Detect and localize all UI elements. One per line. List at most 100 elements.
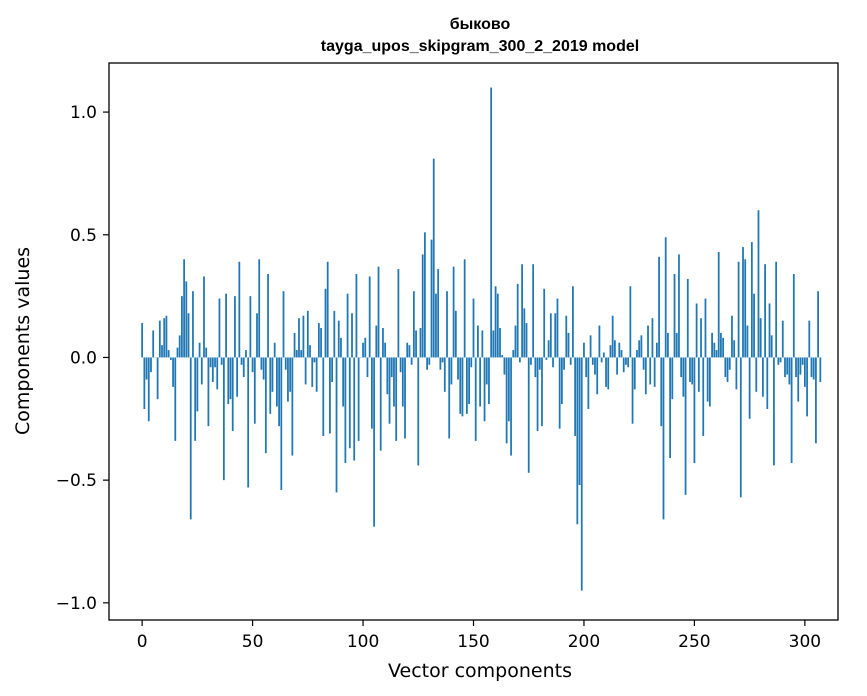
bar-62	[278, 357, 280, 427]
bar-225	[638, 340, 641, 358]
bar-205	[594, 357, 596, 375]
bar-169	[514, 325, 517, 358]
bar-68	[291, 357, 294, 456]
bar-212	[609, 345, 612, 358]
bar-50	[251, 357, 254, 373]
bar-220	[627, 357, 630, 368]
bar-198	[578, 357, 581, 486]
bar-66	[287, 357, 289, 402]
bar-64	[282, 291, 285, 358]
bar-88	[335, 357, 338, 493]
bar-9	[161, 345, 163, 358]
bar-91	[342, 357, 345, 407]
bars-group	[141, 87, 822, 591]
bar-207	[598, 325, 601, 358]
bar-182	[543, 288, 546, 358]
bar-232	[653, 357, 656, 387]
bar-261	[717, 251, 720, 358]
bar-203	[589, 335, 592, 358]
bar-21	[187, 313, 190, 358]
x-tick-label: 0	[137, 632, 148, 652]
bar-130	[428, 357, 431, 365]
y-axis-label: Components values	[12, 247, 34, 435]
bar-22	[189, 357, 192, 520]
bar-245	[682, 357, 685, 397]
bar-95	[351, 313, 353, 358]
bar-4	[150, 357, 152, 373]
bar-251	[695, 303, 698, 358]
bar-226	[640, 335, 643, 358]
bar-186	[552, 357, 554, 368]
bar-143	[457, 357, 459, 380]
bar-127	[421, 254, 424, 358]
bar-304	[812, 357, 815, 380]
bar-58	[269, 357, 272, 414]
bar-279	[757, 210, 760, 358]
chart-subtitle: tayga_upos_skipgram_300_2_2019 model	[321, 38, 639, 55]
bar-161	[496, 293, 499, 358]
bar-228	[644, 357, 647, 395]
bar-298	[799, 357, 802, 375]
bar-190	[560, 357, 563, 405]
bar-181	[541, 357, 543, 427]
bar-194	[569, 357, 572, 365]
bar-112	[388, 357, 391, 424]
bar-200	[583, 342, 585, 358]
bar-12	[167, 350, 170, 358]
bar-155	[483, 357, 486, 422]
bar-42	[234, 296, 236, 358]
bar-24	[194, 357, 197, 441]
bar-223	[633, 357, 636, 390]
bar-235	[660, 357, 663, 427]
bar-35	[218, 298, 221, 358]
bar-171	[519, 357, 521, 363]
chart-title: быково	[450, 16, 511, 33]
bar-258	[711, 332, 713, 358]
bar-174	[525, 323, 528, 358]
bar-60	[273, 342, 276, 358]
bar-81	[320, 328, 322, 358]
bar-43	[236, 357, 239, 397]
bar-154	[481, 330, 484, 358]
bar-37	[222, 357, 225, 481]
bar-7	[156, 357, 159, 400]
bar-164	[503, 357, 506, 375]
bar-41	[231, 357, 234, 432]
y-tick-label: 0.5	[70, 226, 97, 246]
bar-89	[337, 320, 340, 358]
bar-172	[521, 264, 523, 358]
bar-100	[362, 342, 364, 358]
bar-280	[759, 318, 762, 358]
bar-307	[819, 357, 822, 382]
bar-178	[534, 357, 537, 378]
bar-231	[651, 318, 654, 358]
bar-27	[200, 357, 203, 385]
bar-204	[591, 357, 594, 365]
bar-8	[158, 320, 161, 358]
bar-250	[693, 357, 696, 463]
bar-272	[742, 247, 744, 358]
bar-13	[169, 357, 172, 360]
bar-239	[669, 357, 671, 459]
bar-180	[538, 357, 541, 370]
x-axis-ticks: 0 50 100 150 200 250 300	[137, 620, 821, 652]
bar-20	[185, 281, 188, 358]
bar-199	[580, 357, 583, 591]
y-tick-label: −0.5	[56, 471, 97, 491]
bar-32	[211, 357, 214, 382]
bar-36	[220, 357, 223, 365]
bar-131	[430, 239, 433, 358]
bar-87	[333, 310, 336, 358]
bar-167	[510, 357, 512, 456]
bar-288	[777, 357, 780, 365]
bar-242	[675, 332, 678, 358]
bar-202	[587, 357, 590, 409]
x-tick-label: 50	[242, 632, 264, 652]
bar-244	[680, 357, 683, 378]
bar-59	[271, 357, 274, 392]
x-axis-label: Vector components	[388, 660, 572, 682]
bar-52	[256, 313, 258, 358]
y-axis-ticks: −1.0 −0.5 0.0 0.5 1.0	[56, 103, 109, 614]
bar-23	[192, 291, 194, 358]
bar-260	[715, 350, 718, 358]
